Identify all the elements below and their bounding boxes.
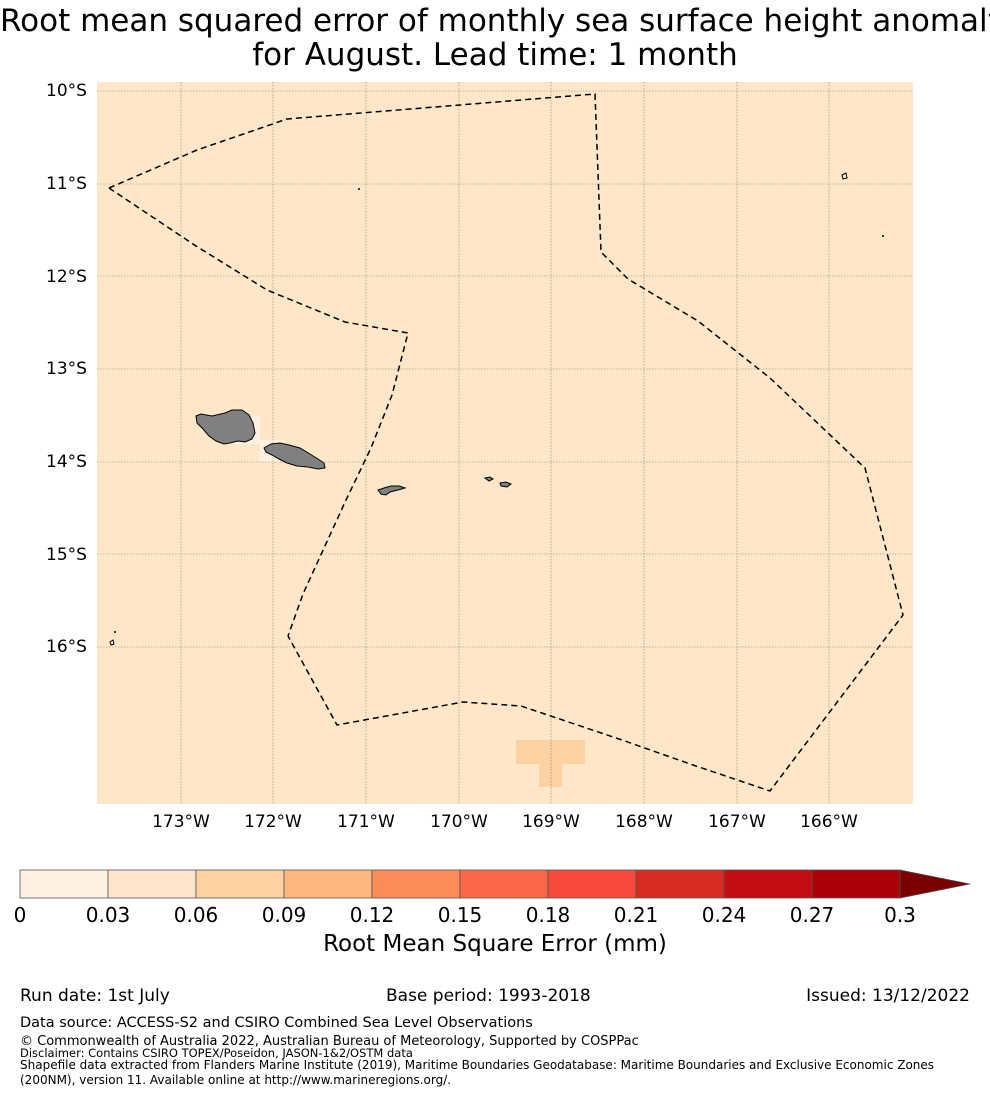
colorbar-tick-label: 0.06	[174, 903, 219, 927]
map-svg: 10°S 11°S 12°S 13°S 14°S 15°S 16°S 173°W…	[46, 81, 913, 832]
data-source: Data source: ACCESS-S2 and CSIRO Combine…	[20, 1015, 533, 1031]
island-small	[882, 235, 884, 237]
lon-label: 169°W	[522, 812, 580, 830]
lat-label: 10°S	[46, 81, 87, 101]
lat-label: 16°S	[46, 637, 87, 657]
colorbar-tick-label: 0.15	[438, 903, 483, 927]
colorbar-svg: 0 0.03 0.06 0.09 0.12 0.15 0.18 0.21 0.24 0.27 0.3	[14, 869, 971, 927]
lon-label: 168°W	[615, 812, 673, 830]
colorbar-extend-arrow	[899, 869, 971, 899]
lat-label: 15°S	[46, 545, 87, 565]
colorbar-label: Root Mean Square Error (mm)	[323, 931, 667, 957]
lon-label: 166°W	[800, 812, 858, 830]
lon-labels: 173°W 172°W 171°W 170°W 169°W 168°W 167°…	[152, 812, 858, 832]
map-ocean-field	[97, 82, 913, 804]
lon-label: 170°W	[430, 812, 488, 830]
title-line-1: Root mean squared error of monthly sea s…	[0, 3, 990, 39]
island-savaii	[195, 409, 256, 445]
shapefile-credit: Shapefile data extracted from Flanders M…	[20, 1058, 935, 1087]
colorbar: 0 0.03 0.06 0.09 0.12 0.15 0.18 0.21 0.24 0.27 0.3	[0, 860, 990, 960]
island-small	[114, 631, 116, 633]
colorbar-tick-label: 0.09	[262, 903, 307, 927]
colorbar-segment	[283, 869, 373, 899]
lat-label: 14°S	[46, 452, 87, 472]
copyright: © Commonwealth of Australia 2022, Austra…	[20, 1034, 639, 1049]
colorbar-segment	[371, 869, 461, 899]
island-tau	[499, 481, 513, 488]
lat-label: 13°S	[46, 359, 87, 379]
colorbar-tick-label: 0.3	[884, 903, 916, 927]
colorbar-tick-label: 0.21	[614, 903, 659, 927]
disclaimer: Disclaimer: Contains CSIRO TOPEX/Poseido…	[20, 1046, 413, 1060]
colorbar-segment	[195, 869, 285, 899]
colorbar-tick-label: 0	[14, 903, 27, 927]
issued-date: Issued: 13/12/2022	[806, 986, 970, 1006]
colorbar-segment	[635, 869, 725, 899]
lon-label: 171°W	[337, 812, 395, 830]
colorbar-tick-label: 0.18	[526, 903, 571, 927]
base-period: Base period: 1993-2018	[386, 986, 591, 1006]
title-line-2: for August. Lead time: 1 month	[252, 37, 738, 73]
map-panel: 10°S 11°S 12°S 13°S 14°S 15°S 16°S 173°W…	[46, 81, 913, 832]
lat-label: 11°S	[46, 174, 87, 194]
colorbar-segment	[547, 869, 637, 899]
colorbar-segment	[811, 869, 901, 899]
island-small	[358, 188, 360, 190]
colorbar-segment	[107, 869, 197, 899]
lon-label: 173°W	[152, 812, 210, 830]
error-patch	[516, 740, 585, 787]
colorbar-segment	[19, 869, 109, 899]
lon-label: 172°W	[244, 812, 302, 830]
colorbar-tick-label: 0.27	[790, 903, 835, 927]
island-west	[109, 639, 115, 646]
colorbar-segment	[459, 869, 549, 899]
eez-boundary-american-samoa	[108, 93, 904, 792]
colorbar-tick-label: 0.03	[86, 903, 131, 927]
colorbar-tick-label: 0.12	[350, 903, 395, 927]
colorbar-segment	[723, 869, 813, 899]
lat-label: 12°S	[46, 267, 87, 287]
island-tutuila	[377, 485, 407, 496]
run-date: Run date: 1st July	[20, 986, 170, 1006]
lat-labels: 10°S 11°S 12°S 13°S 14°S 15°S 16°S	[46, 81, 87, 657]
lon-label: 167°W	[708, 812, 766, 830]
island-ofu-olosega	[483, 476, 494, 482]
island-swains	[841, 172, 848, 180]
island-upolu	[263, 442, 326, 470]
colorbar-tick-label: 0.24	[702, 903, 747, 927]
map-title: Root mean squared error of monthly sea s…	[0, 4, 990, 72]
gridlines	[97, 82, 913, 804]
